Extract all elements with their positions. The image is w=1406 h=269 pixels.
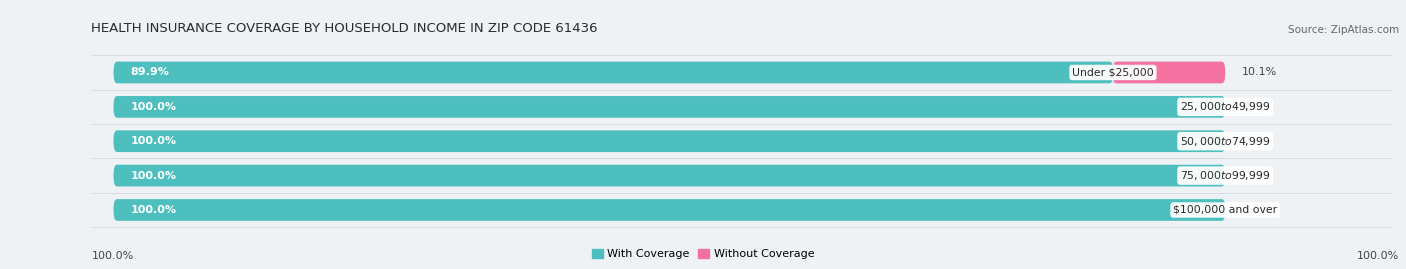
Text: 100.0%: 100.0% — [131, 171, 176, 180]
Text: Source: ZipAtlas.com: Source: ZipAtlas.com — [1288, 25, 1399, 35]
Text: 89.9%: 89.9% — [131, 68, 169, 77]
Text: Under $25,000: Under $25,000 — [1071, 68, 1154, 77]
FancyBboxPatch shape — [114, 199, 1225, 221]
Text: HEALTH INSURANCE COVERAGE BY HOUSEHOLD INCOME IN ZIP CODE 61436: HEALTH INSURANCE COVERAGE BY HOUSEHOLD I… — [91, 22, 598, 35]
FancyBboxPatch shape — [114, 130, 1225, 152]
FancyBboxPatch shape — [114, 62, 1225, 83]
Text: 100.0%: 100.0% — [131, 136, 176, 146]
FancyBboxPatch shape — [114, 199, 1225, 221]
Text: $50,000 to $74,999: $50,000 to $74,999 — [1180, 135, 1271, 148]
FancyBboxPatch shape — [114, 165, 1225, 186]
Legend: With Coverage, Without Coverage: With Coverage, Without Coverage — [588, 244, 818, 263]
FancyBboxPatch shape — [114, 165, 1225, 186]
Text: $100,000 and over: $100,000 and over — [1173, 205, 1277, 215]
Text: 100.0%: 100.0% — [91, 250, 134, 261]
FancyBboxPatch shape — [114, 130, 1225, 152]
FancyBboxPatch shape — [114, 96, 1225, 118]
Text: 0.0%: 0.0% — [1241, 171, 1270, 180]
Text: 10.1%: 10.1% — [1241, 68, 1277, 77]
Text: 100.0%: 100.0% — [1357, 250, 1399, 261]
FancyBboxPatch shape — [1114, 62, 1225, 83]
Text: 100.0%: 100.0% — [131, 205, 176, 215]
Text: 0.0%: 0.0% — [1241, 136, 1270, 146]
Text: 0.0%: 0.0% — [1241, 205, 1270, 215]
Text: 0.0%: 0.0% — [1241, 102, 1270, 112]
Text: 100.0%: 100.0% — [131, 102, 176, 112]
Text: $25,000 to $49,999: $25,000 to $49,999 — [1180, 100, 1271, 113]
FancyBboxPatch shape — [114, 96, 1225, 118]
Text: $75,000 to $99,999: $75,000 to $99,999 — [1180, 169, 1271, 182]
FancyBboxPatch shape — [114, 62, 1114, 83]
